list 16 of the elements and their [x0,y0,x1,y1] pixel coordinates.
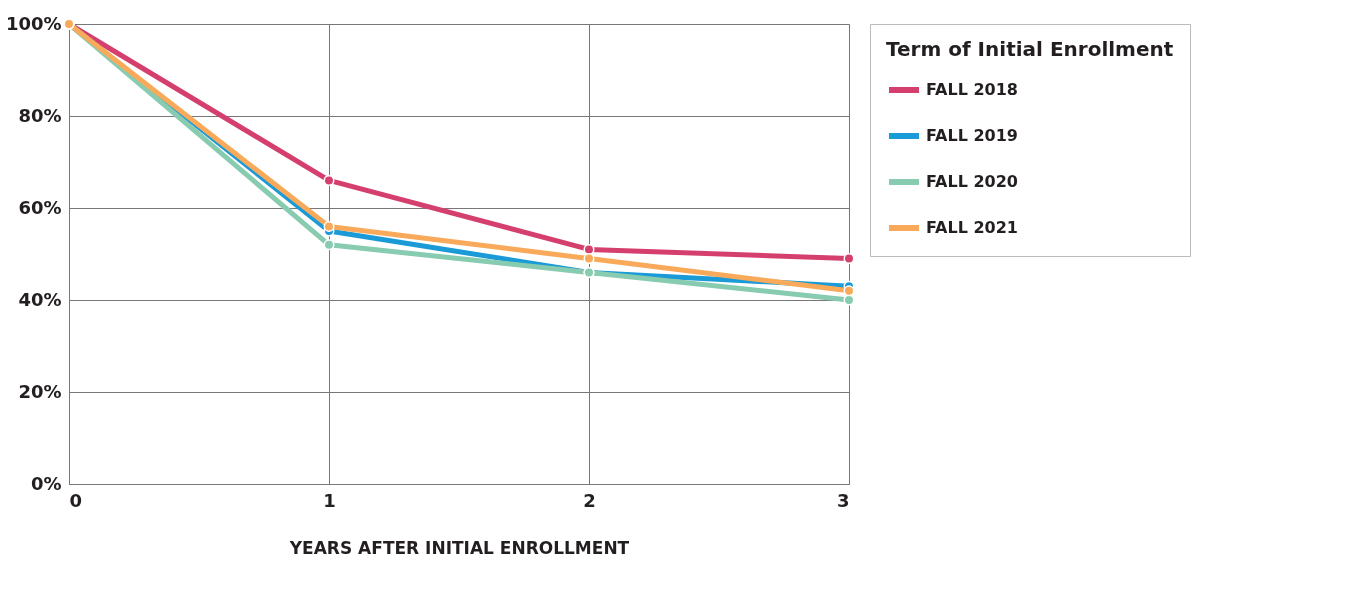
x-tick-label: 0 [69,489,83,511]
y-tick-label: 20% [18,380,62,402]
x-axis-title: YEARS AFTER INITIAL ENROLLMENT [288,537,630,558]
x-tick-label: 1 [323,489,336,511]
x-tick-label: 2 [583,489,596,511]
legend-label: FALL 2021 [926,218,1018,237]
y-tick-label: 40% [18,288,62,310]
legend-label: FALL 2019 [926,126,1018,145]
y-tick-label: 0% [30,472,62,494]
legend-label: FALL 2018 [926,80,1018,99]
y-tick-label: 80% [18,104,62,126]
y-tick-label: 100% [5,12,62,34]
y-tick-label: 60% [18,196,62,218]
legend-title: Term of Initial Enrollment [886,37,1174,61]
x-tick-label: 3 [836,489,850,511]
legend-label: FALL 2020 [926,172,1018,191]
